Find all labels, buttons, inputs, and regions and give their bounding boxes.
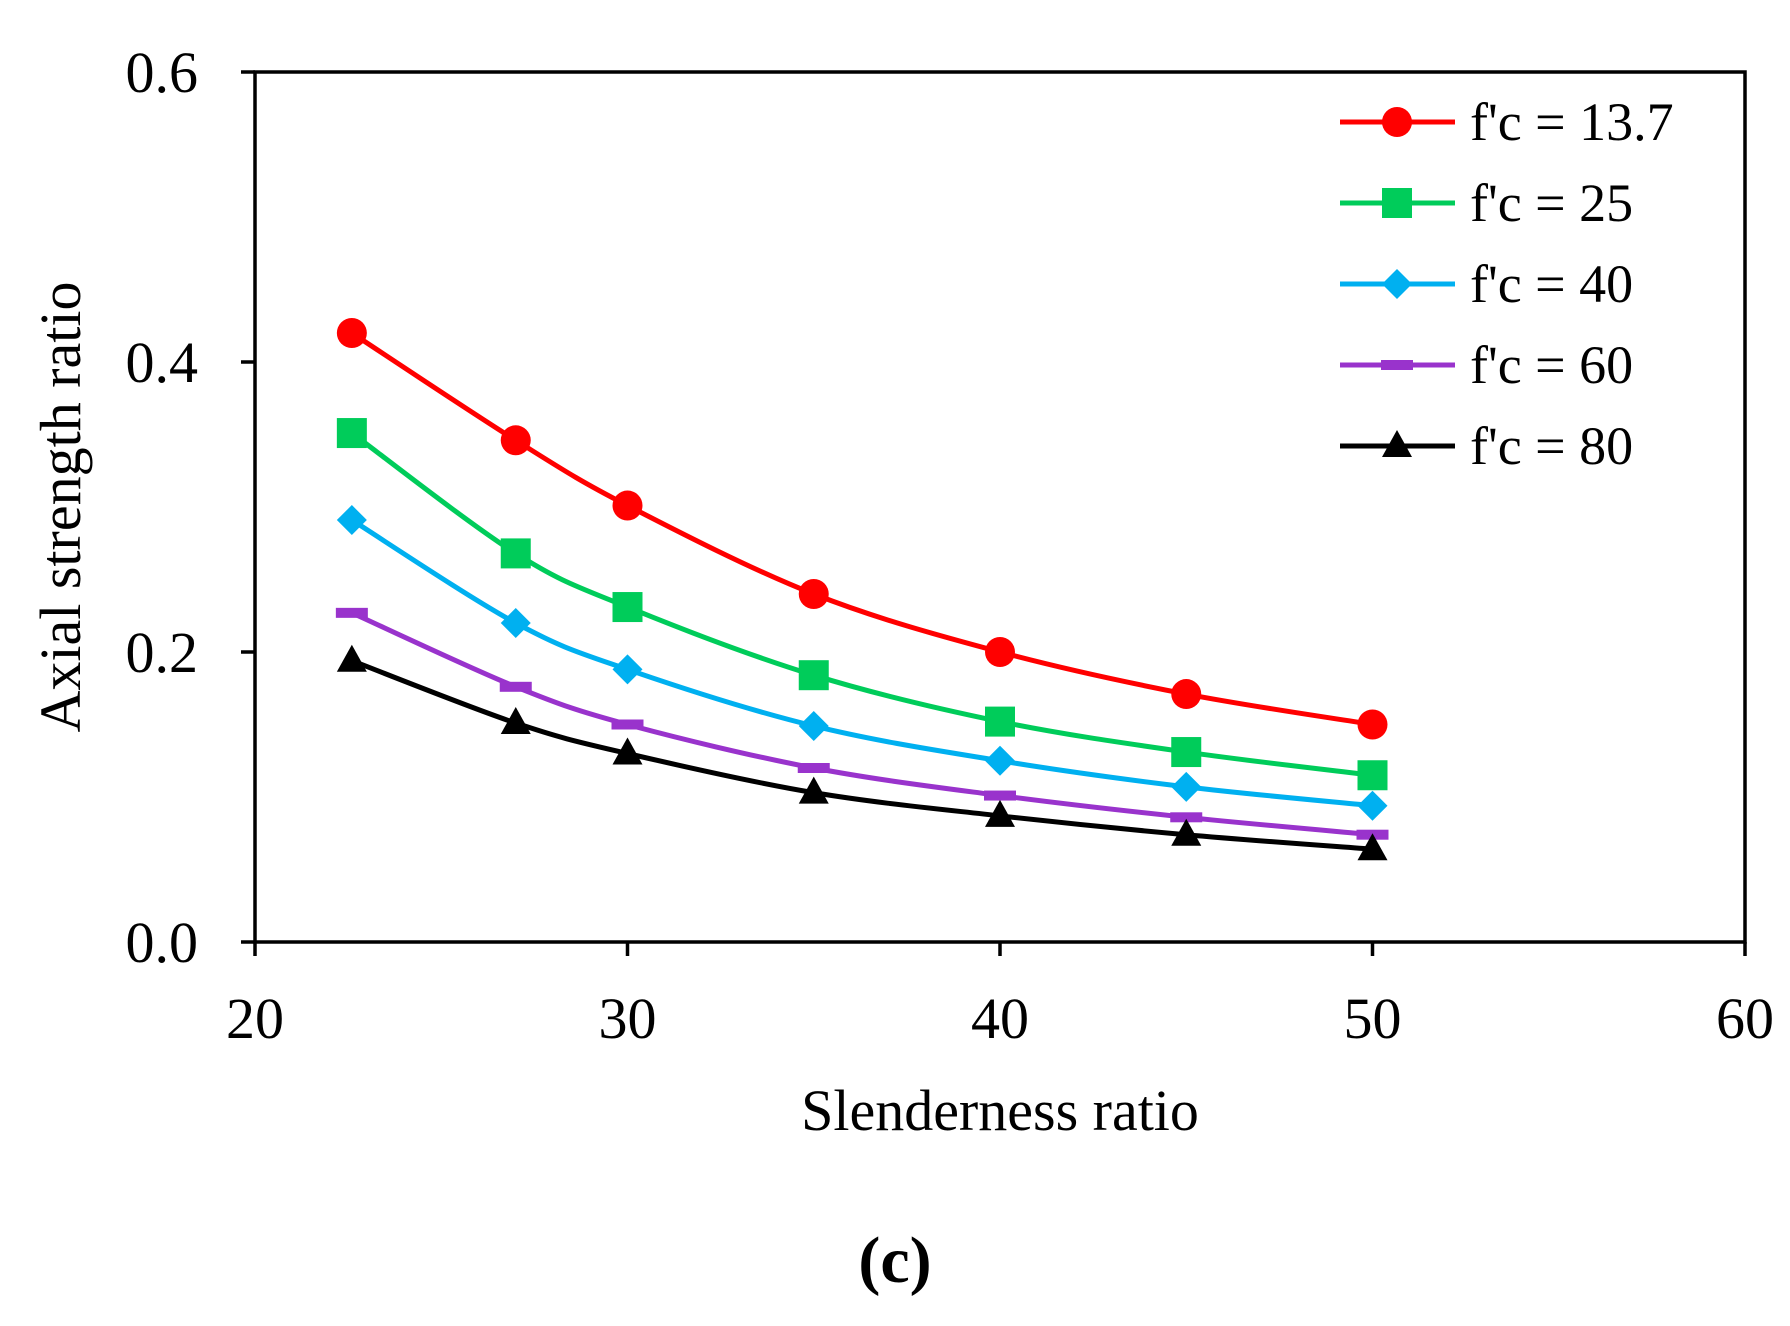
- data-point-f-c-40-2: [612, 654, 643, 685]
- legend-marker-f-c-13-7: [1382, 107, 1412, 137]
- legend-markers: [1340, 107, 1455, 457]
- data-point-f-c-13-7-6: [1357, 709, 1388, 740]
- ticks-layer: [241, 70, 1747, 956]
- data-point-f-c-25-6: [1357, 760, 1388, 791]
- legend-marker-f-c-40: [1382, 269, 1412, 299]
- legend-label-fc-80: f'c = 80: [1470, 416, 1633, 476]
- data-point-f-c-80-5: [1171, 818, 1202, 846]
- x-tick-label-3: 50: [1344, 986, 1402, 1051]
- x-tick-label-1: 30: [599, 986, 657, 1051]
- legend-label-fc-25: f'c = 25: [1470, 173, 1633, 233]
- legend-label-fc-60: f'c = 60: [1470, 335, 1633, 395]
- series-f-c-13-7: [336, 318, 1388, 740]
- data-point-f-c-13-7-3: [798, 579, 829, 609]
- data-point-f-c-80-3: [798, 776, 829, 804]
- legend-label-fc-40: f'c = 40: [1470, 254, 1633, 314]
- data-point-f-c-40-5: [1171, 771, 1202, 802]
- data-point-f-c-80-4: [985, 799, 1015, 827]
- data-point-f-c-80-1: [500, 707, 531, 735]
- x-tick-label-2: 40: [971, 986, 1029, 1051]
- series-f-c-25: [336, 418, 1388, 791]
- x-axis-title: Slenderness ratio: [801, 1078, 1199, 1143]
- data-point-f-c-40-3: [798, 710, 829, 741]
- data-point-f-c-13-7-4: [985, 637, 1015, 667]
- y-tick-label-2: 0.4: [126, 330, 199, 395]
- data-point-f-c-60-4: [984, 790, 1016, 801]
- data-point-f-c-25-5: [1171, 737, 1202, 768]
- panel-label: (c): [858, 1224, 931, 1297]
- data-point-f-c-40-1: [500, 608, 531, 638]
- data-point-f-c-60-0: [335, 607, 368, 618]
- data-point-f-c-80-0: [336, 644, 367, 672]
- data-point-f-c-13-7-5: [1171, 679, 1202, 710]
- legend-marker-f-c-60: [1381, 360, 1413, 370]
- data-point-f-c-80-2: [612, 737, 643, 765]
- legend-marker-f-c-25: [1382, 188, 1412, 218]
- y-tick-label-3: 0.6: [126, 40, 199, 105]
- legend-marker-f-c-80: [1382, 430, 1412, 457]
- x-tick-label-4: 60: [1716, 986, 1774, 1051]
- data-point-f-c-13-7-1: [500, 425, 531, 456]
- data-point-f-c-60-3: [797, 763, 830, 773]
- data-point-f-c-40-0: [336, 505, 367, 536]
- legend: f'c = 13.7 f'c = 25 f'c = 40 f'c = 60 f'…: [1340, 92, 1674, 476]
- series-f-c-40: [336, 505, 1388, 821]
- data-point-f-c-60-5: [1170, 812, 1203, 823]
- series-layer: [335, 318, 1389, 861]
- series-f-c-80: [336, 644, 1388, 861]
- data-point-f-c-13-7-2: [612, 490, 643, 521]
- data-point-f-c-40-6: [1357, 790, 1388, 821]
- y-tick-label-0: 0.0: [126, 910, 199, 975]
- y-tick-label-1: 0.2: [126, 620, 199, 685]
- legend-label-fc-13-7: f'c = 13.7: [1470, 92, 1674, 152]
- data-point-f-c-25-4: [985, 706, 1015, 737]
- y-axis-title: Axial strength ratio: [28, 281, 93, 732]
- data-point-f-c-25-3: [798, 660, 829, 691]
- x-tick-label-0: 20: [226, 986, 284, 1051]
- data-point-f-c-25-0: [336, 418, 367, 449]
- data-point-f-c-80-6: [1357, 833, 1388, 861]
- data-point-f-c-25-1: [500, 538, 531, 569]
- data-point-f-c-40-4: [985, 745, 1015, 776]
- data-point-f-c-25-2: [612, 592, 643, 623]
- data-point-f-c-60-1: [499, 681, 532, 692]
- data-point-f-c-60-2: [611, 719, 644, 730]
- data-point-f-c-13-7-0: [336, 318, 367, 348]
